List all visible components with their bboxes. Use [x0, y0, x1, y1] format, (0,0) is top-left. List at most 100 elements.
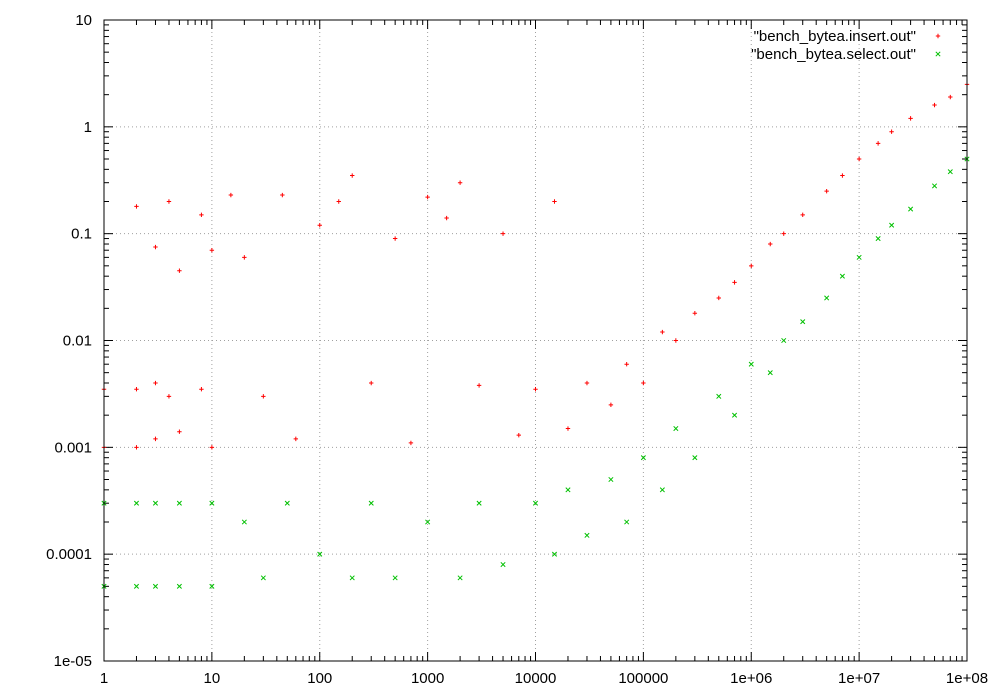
y-tick-label: 10 [75, 12, 92, 29]
data-point [768, 241, 773, 247]
data-point [748, 361, 754, 367]
data-point [716, 295, 721, 301]
data-point [551, 551, 558, 557]
data-point [284, 500, 290, 506]
data-point [476, 500, 482, 506]
data-point [457, 575, 463, 581]
data-point [152, 500, 159, 506]
data-point [584, 380, 590, 386]
data-point [824, 188, 829, 194]
data-point [134, 204, 139, 209]
x-tick-label: 1e+08 [946, 670, 988, 687]
data-point [166, 199, 172, 204]
data-point [392, 236, 398, 241]
data-point [732, 280, 737, 285]
data-point [293, 436, 299, 442]
data-point [856, 254, 862, 260]
y-tick-label: 0.01 [63, 333, 92, 350]
data-point [392, 575, 398, 581]
x-tick-label: 1e+07 [838, 670, 880, 687]
plot-frame [103, 19, 968, 662]
data-point [209, 583, 215, 589]
data-point [660, 329, 665, 335]
data-point [280, 192, 285, 198]
data-point [641, 380, 646, 386]
data-point [781, 337, 787, 344]
series-points [101, 82, 970, 450]
data-point [856, 156, 862, 162]
x-tick-label: 10 [204, 670, 221, 687]
data-point [908, 206, 914, 212]
data-point [444, 215, 449, 221]
data-point [317, 223, 322, 228]
legend-entry-label: "bench_bytea.insert.out" [754, 28, 916, 45]
legend-swatch [935, 33, 941, 39]
data-point [624, 519, 630, 525]
data-point [640, 455, 646, 461]
data-point [350, 173, 355, 178]
legend-swatch [935, 51, 941, 57]
data-point [716, 393, 722, 399]
data-point [584, 532, 590, 538]
data-point [608, 402, 614, 408]
x-tick-label: 1000 [411, 670, 444, 687]
data-point [889, 222, 895, 228]
data-point [261, 394, 266, 399]
data-point [369, 380, 374, 386]
data-point [336, 199, 341, 204]
data-point [931, 183, 938, 189]
x-tick-label: 1e+06 [730, 670, 772, 687]
data-point [153, 380, 158, 386]
data-point [199, 387, 204, 392]
data-point [209, 248, 215, 253]
data-point [166, 394, 172, 399]
data-point [228, 192, 234, 198]
x-tick-label: 100000 [618, 670, 668, 687]
data-point [457, 180, 463, 185]
x-tick-label: 10000 [515, 670, 557, 687]
y-tick-label: 0.1 [71, 226, 92, 243]
y-tick-label: 1 [84, 119, 92, 136]
y-tick-label: 1e-05 [54, 653, 92, 670]
data-point [692, 311, 698, 316]
x-tick-label: 100 [307, 670, 332, 687]
data-point [624, 362, 629, 367]
x-tick-label: 1 [100, 670, 108, 687]
data-point [177, 429, 182, 434]
data-point [673, 338, 679, 343]
data-point [209, 445, 215, 450]
data-series [101, 82, 970, 589]
data-point [731, 412, 738, 418]
data-point [932, 102, 937, 108]
data-point [889, 129, 894, 134]
data-point [134, 445, 139, 450]
data-point [516, 432, 521, 438]
y-tick-label: 0.001 [54, 439, 92, 456]
data-point [176, 583, 182, 589]
data-point [565, 426, 571, 431]
data-point [152, 583, 159, 589]
tick-labels: 1 10 100 1000 10000 100000 1e+06 1e+07 1e+08 1e-0… [46, 12, 988, 687]
data-point [608, 476, 614, 483]
grid-lines [104, 20, 967, 661]
data-point [692, 455, 698, 461]
data-point [209, 500, 215, 506]
data-point [241, 519, 247, 525]
data-point [317, 551, 323, 557]
data-point [800, 212, 805, 218]
data-point [133, 583, 140, 589]
data-point [153, 436, 158, 442]
data-point [408, 440, 414, 446]
data-point [781, 231, 786, 236]
data-point [134, 387, 139, 392]
data-point [199, 212, 204, 218]
data-point [177, 268, 182, 273]
data-point [767, 370, 773, 376]
series-points [101, 156, 970, 589]
data-point [500, 561, 506, 568]
data-point [749, 263, 754, 269]
data-point [425, 519, 431, 525]
data-point [908, 116, 913, 121]
data-point [242, 255, 247, 260]
